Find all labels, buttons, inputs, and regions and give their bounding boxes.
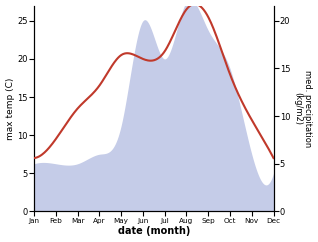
X-axis label: date (month): date (month) [118, 227, 190, 236]
Y-axis label: max temp (C): max temp (C) [5, 77, 15, 140]
Y-axis label: med. precipitation
(kg/m2): med. precipitation (kg/m2) [293, 70, 313, 147]
